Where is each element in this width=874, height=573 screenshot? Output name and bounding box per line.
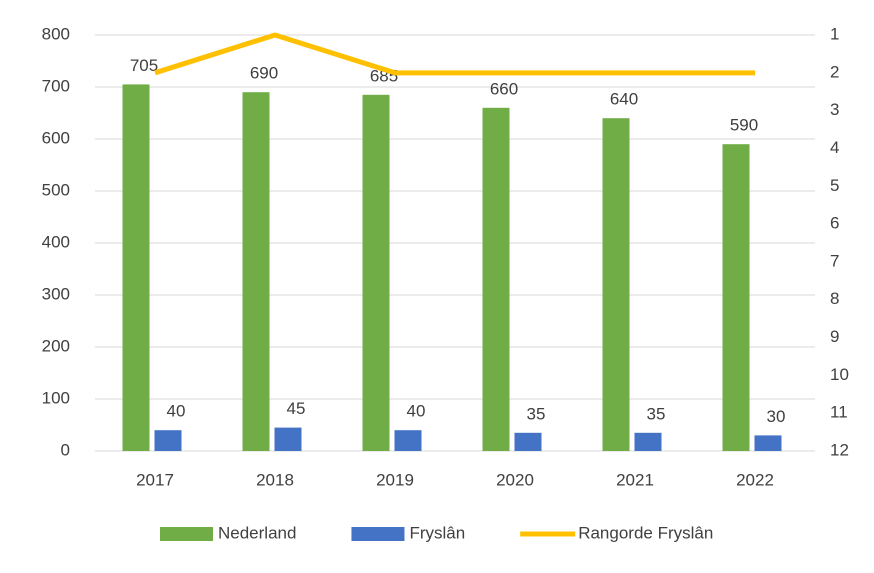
y2-tick-label: 1: [830, 24, 839, 43]
data-label: 660: [490, 79, 518, 98]
bar: [634, 432, 662, 451]
y2-tick-label: 5: [830, 176, 839, 195]
y-tick-label: 800: [42, 24, 70, 43]
bar: [154, 430, 182, 451]
y2-tick-label: 9: [830, 327, 839, 346]
y2-tick-label: 7: [830, 251, 839, 270]
line: [154, 32, 755, 76]
y-tick-label: 700: [42, 76, 70, 95]
legend-label: Fryslân: [409, 523, 465, 542]
y2-tick-label: 12: [830, 440, 849, 459]
y2-tick-label: 10: [830, 365, 849, 384]
data-label: 705: [130, 56, 158, 75]
x-tick-label: 2021: [616, 470, 654, 489]
legend-label: Rangorde Fryslân: [578, 523, 713, 542]
bar: [394, 430, 422, 451]
data-label: 40: [407, 402, 426, 421]
bar: [242, 92, 270, 451]
x-tick-label: 2019: [376, 470, 414, 489]
data-label: 640: [610, 90, 638, 109]
y2-tick-label: 4: [830, 138, 839, 157]
data-label: 30: [767, 407, 786, 426]
data-label: 45: [287, 399, 306, 418]
y2-tick-label: 6: [830, 214, 839, 233]
y-tick-label: 300: [42, 284, 70, 303]
x-tick-label: 2022: [736, 470, 774, 489]
y2-tick-label: 3: [830, 100, 839, 119]
data-label: 690: [250, 64, 278, 83]
y-tick-label: 100: [42, 388, 70, 407]
bar: [754, 435, 782, 451]
y-tick-label: 0: [61, 440, 70, 459]
y-tick-label: 500: [42, 180, 70, 199]
y-tick-label: 200: [42, 336, 70, 355]
bar: [274, 427, 302, 451]
bar: [482, 107, 510, 452]
x-tick-label: 2018: [256, 470, 294, 489]
y-tick-label: 600: [42, 128, 70, 147]
data-label: 35: [527, 404, 546, 423]
legend-swatch: [160, 527, 213, 541]
x-tick-label: 2017: [136, 470, 174, 489]
legend-swatch: [351, 527, 405, 541]
data-label: 35: [647, 404, 666, 423]
bar: [514, 432, 542, 451]
bar: [602, 118, 630, 451]
legend-label: Nederland: [218, 523, 296, 542]
data-label: 590: [730, 116, 758, 135]
bar: [122, 84, 150, 452]
y2-tick-label: 11: [830, 403, 848, 422]
x-tick-label: 2020: [496, 470, 534, 489]
bar: [362, 94, 390, 452]
data-label: 40: [167, 402, 186, 421]
y2-tick-label: 2: [830, 62, 839, 81]
y2-tick-label: 8: [830, 289, 839, 308]
y-tick-label: 400: [42, 232, 70, 251]
bar: [722, 144, 750, 451]
